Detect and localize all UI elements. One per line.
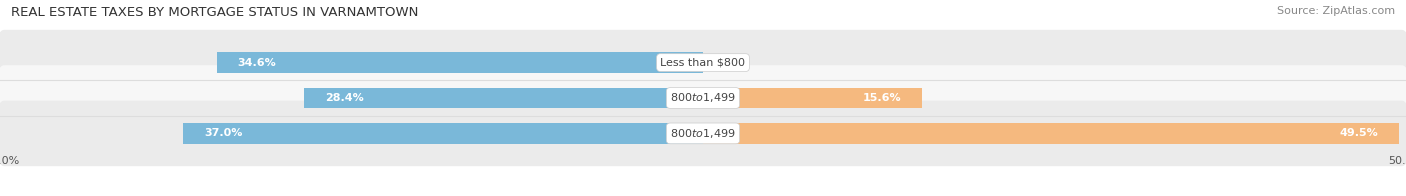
- Text: 15.6%: 15.6%: [863, 93, 901, 103]
- Text: 0.0%: 0.0%: [717, 58, 748, 68]
- Text: 28.4%: 28.4%: [325, 93, 364, 103]
- Text: Source: ZipAtlas.com: Source: ZipAtlas.com: [1277, 6, 1395, 16]
- Text: $800 to $1,499: $800 to $1,499: [671, 127, 735, 140]
- Text: REAL ESTATE TAXES BY MORTGAGE STATUS IN VARNAMTOWN: REAL ESTATE TAXES BY MORTGAGE STATUS IN …: [11, 6, 419, 19]
- Bar: [304, 88, 703, 108]
- FancyBboxPatch shape: [0, 101, 1406, 166]
- FancyBboxPatch shape: [0, 65, 1406, 131]
- Text: $800 to $1,499: $800 to $1,499: [671, 92, 735, 104]
- FancyBboxPatch shape: [0, 30, 1406, 95]
- Text: 34.6%: 34.6%: [238, 58, 277, 68]
- Bar: [703, 123, 1399, 144]
- Bar: [183, 123, 703, 144]
- Text: 37.0%: 37.0%: [204, 128, 242, 138]
- Text: Less than $800: Less than $800: [661, 58, 745, 68]
- Bar: [703, 88, 922, 108]
- Bar: [217, 52, 703, 73]
- Text: 49.5%: 49.5%: [1339, 128, 1378, 138]
